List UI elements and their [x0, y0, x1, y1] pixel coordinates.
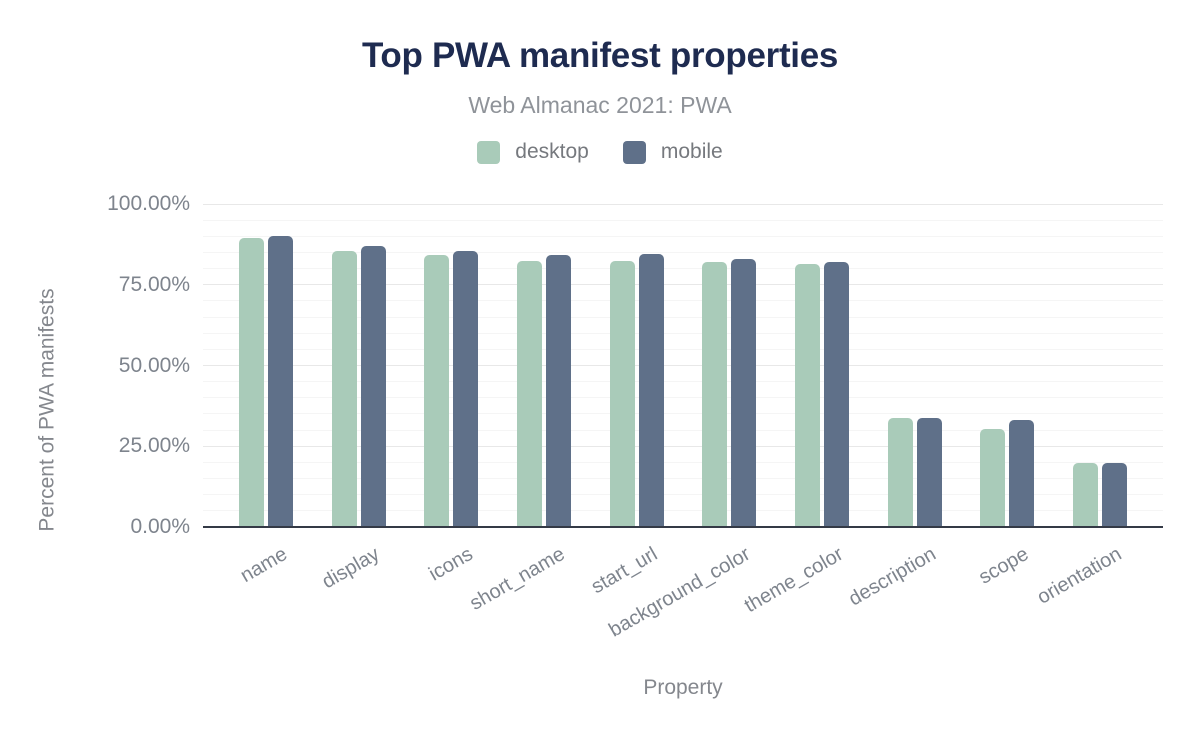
- gridline-30: [203, 429, 1163, 431]
- gridline-75: [203, 284, 1163, 286]
- x-axis-labels: name display icons short_name start_url backg…: [203, 527, 1163, 647]
- y-tick-25: 25.00%: [118, 434, 190, 458]
- bar-desktop-start_url[interactable]: [609, 260, 635, 527]
- bar-desktop-name[interactable]: [238, 237, 264, 527]
- bar-desktop-icons[interactable]: [424, 254, 450, 527]
- bar-mobile-scope[interactable]: [1009, 420, 1035, 527]
- gridline-40: [203, 397, 1163, 399]
- bar-desktop-short_name[interactable]: [516, 260, 542, 527]
- gridline-5: [203, 510, 1163, 512]
- y-tick-0: 0.00%: [130, 515, 190, 538]
- x-tick-short_name: short_name: [466, 543, 569, 615]
- gridline-60: [203, 332, 1163, 334]
- gridline-70: [203, 300, 1163, 302]
- bar-desktop-orientation[interactable]: [1073, 463, 1099, 527]
- x-tick-theme_color: theme_color: [740, 543, 848, 618]
- legend-swatch-mobile: [622, 140, 646, 164]
- bar-mobile-icons[interactable]: [453, 250, 479, 527]
- chart-title: Top PWA manifest properties: [361, 36, 839, 75]
- bar-mobile-orientation[interactable]: [1102, 463, 1128, 527]
- bar-desktop-display[interactable]: [331, 250, 357, 527]
- gridline-85: [203, 251, 1163, 253]
- gridline-45: [203, 381, 1163, 383]
- gridline-55: [203, 348, 1163, 350]
- bar-mobile-theme_color[interactable]: [824, 261, 850, 527]
- x-axis-title: Property: [643, 676, 723, 699]
- bar-desktop-theme_color[interactable]: [795, 264, 821, 527]
- bar-desktop-background_color[interactable]: [702, 262, 728, 527]
- x-tick-display: display: [318, 543, 384, 594]
- chart-subtitle: Web Almanac 2021: PWA: [468, 92, 732, 118]
- bar-desktop-scope[interactable]: [980, 428, 1006, 527]
- y-axis-ticks: 100.00% 75.00% 50.00% 25.00% 0.00%: [0, 193, 190, 538]
- y-tick-75: 75.00%: [118, 272, 190, 296]
- legend-item-desktop[interactable]: desktop: [477, 140, 589, 164]
- bar-mobile-short_name[interactable]: [545, 254, 571, 527]
- legend: desktop mobile: [0, 140, 1200, 164]
- x-axis-line: [203, 526, 1163, 528]
- bar-mobile-name[interactable]: [267, 236, 293, 527]
- x-tick-scope: scope: [975, 543, 1033, 589]
- gridline-10: [203, 494, 1163, 496]
- legend-label-mobile: mobile: [660, 140, 723, 163]
- x-tick-name: name: [236, 543, 291, 588]
- gridline-65: [203, 316, 1163, 318]
- gridline-80: [203, 268, 1163, 270]
- bar-desktop-description[interactable]: [887, 418, 913, 527]
- y-tick-50: 50.00%: [118, 353, 190, 377]
- x-tick-description: description: [844, 543, 940, 611]
- plot-area: [203, 203, 1163, 528]
- gridline-15: [203, 478, 1163, 480]
- legend-label-desktop: desktop: [515, 140, 589, 163]
- gridline-95: [203, 219, 1163, 221]
- legend-swatch-desktop: [477, 140, 501, 164]
- gridline-100: [203, 203, 1163, 205]
- gridline-35: [203, 413, 1163, 415]
- bar-mobile-background_color[interactable]: [731, 258, 757, 527]
- x-tick-icons: icons: [424, 543, 477, 586]
- bar-mobile-description[interactable]: [916, 418, 942, 527]
- gridline-90: [203, 235, 1163, 237]
- bar-mobile-display[interactable]: [360, 246, 386, 527]
- bar-mobile-start_url[interactable]: [638, 254, 664, 527]
- x-tick-orientation: orientation: [1033, 543, 1126, 609]
- legend-item-mobile[interactable]: mobile: [622, 140, 723, 164]
- y-tick-100: 100.00%: [107, 192, 190, 215]
- gridline-20: [203, 461, 1163, 463]
- x-tick-start_url: start_url: [588, 543, 662, 599]
- gridline-25: [203, 445, 1163, 447]
- gridline-50: [203, 365, 1163, 366]
